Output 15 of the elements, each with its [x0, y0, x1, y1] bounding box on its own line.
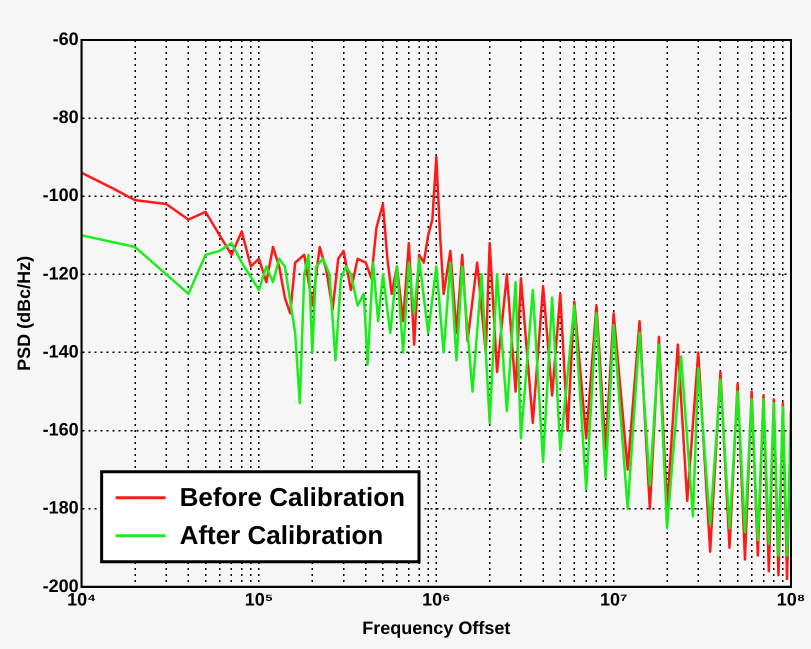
y-tick-label: -180	[42, 498, 79, 518]
y-tick-label: -100	[42, 185, 79, 206]
x-tick-label: 10⁶	[422, 590, 450, 610]
x-axis-title: Frequency Offset	[362, 618, 510, 638]
y-tick-label: -120	[42, 263, 79, 284]
x-tick-label: 10⁸	[776, 590, 806, 610]
legend-label: After Calibration	[180, 520, 384, 550]
y-tick-label: -160	[42, 420, 79, 440]
y-tick-label: -60	[52, 28, 79, 49]
y-tick-label: -80	[52, 107, 79, 128]
legend-label: Before Calibration	[180, 482, 405, 512]
y-axis-title: PSD (dBc/Hz)	[14, 256, 34, 371]
y-tick-label: -140	[42, 341, 79, 362]
x-tick-label: 10⁵	[244, 590, 274, 610]
x-tick-label: 10⁷	[600, 590, 628, 610]
